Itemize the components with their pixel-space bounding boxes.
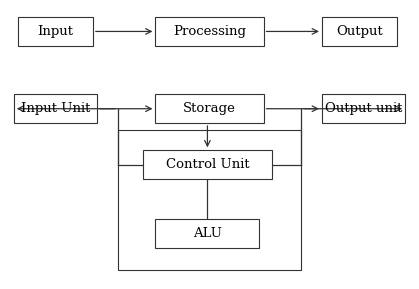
Text: Storage: Storage — [183, 102, 236, 115]
Bar — [322, 95, 405, 123]
Text: Output unit: Output unit — [325, 102, 402, 115]
Bar — [143, 150, 272, 179]
Bar — [14, 95, 97, 123]
Text: Input: Input — [37, 25, 73, 38]
Bar — [18, 17, 93, 46]
Bar — [155, 17, 264, 46]
Text: ALU: ALU — [193, 227, 222, 240]
Bar — [118, 130, 301, 271]
Text: Output: Output — [336, 25, 383, 38]
Text: Input Unit: Input Unit — [21, 102, 90, 115]
Text: Processing: Processing — [173, 25, 246, 38]
Text: Control Unit: Control Unit — [166, 158, 249, 171]
Bar — [322, 17, 397, 46]
Bar — [155, 95, 264, 123]
Bar — [155, 219, 259, 248]
